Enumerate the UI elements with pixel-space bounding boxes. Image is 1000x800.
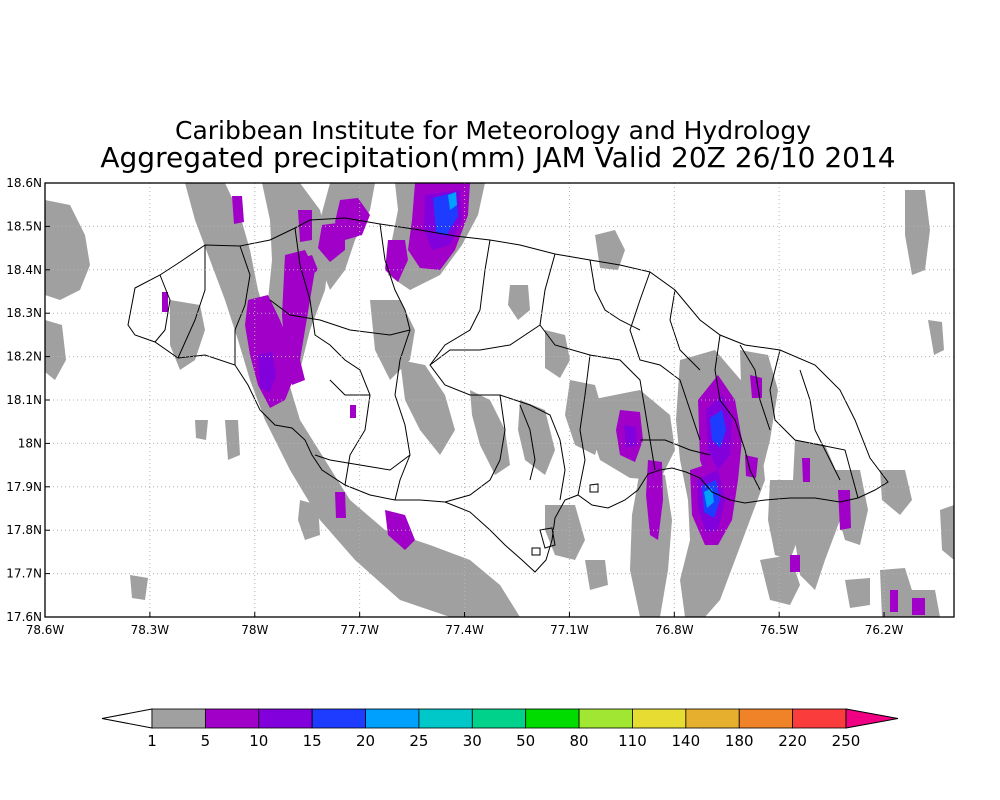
colorbar-over-arrow [845, 708, 899, 729]
lat-tick-label: 18N [18, 436, 42, 450]
offshore-cay-2 [589, 483, 599, 493]
parish-boundary-inner-1 [269, 299, 411, 336]
colorbar-level-label: 15 [303, 732, 322, 750]
colorbar-level-label: 1 [147, 732, 157, 750]
parish-boundary-stmary [629, 271, 701, 441]
lat-tick-label: 18.2N [6, 350, 42, 364]
lon-tick-label: 76.2W [865, 623, 904, 637]
lon-tick-label: 76.8W [655, 623, 694, 637]
parish-boundary-hanover [234, 245, 251, 365]
lat-tick-label: 18.6N [6, 176, 42, 190]
lon-tick-label: 77.7W [340, 623, 379, 637]
lon-tick-label: 77.1W [550, 623, 589, 637]
colorbar-swatch [738, 708, 794, 729]
map-graticule [44, 182, 954, 618]
colorbar-level-label: 110 [618, 732, 647, 750]
colorbar-level-label: 5 [201, 732, 211, 750]
parish-boundary-trelawny [379, 223, 411, 501]
lat-tick-label: 17.9N [6, 480, 42, 494]
colorbar-level-label: 50 [516, 732, 535, 750]
colorbar-swatch [418, 708, 473, 729]
lon-tick-label: 76.5W [760, 623, 799, 637]
colorbar-level-label: 140 [672, 732, 701, 750]
colorbar-swatch [632, 708, 687, 729]
colorbar-swatch [311, 708, 366, 729]
colorbar-level-label: 30 [463, 732, 482, 750]
colorbar-level-label: 250 [832, 732, 861, 750]
longitude-tick-labels: 78.6W 78.3W 78W 77.7W 77.4W 77.1W 76.8W 76.5W 76… [26, 612, 904, 637]
colorbar-under-arrow [101, 708, 153, 729]
colorbar-swatch [471, 708, 527, 729]
offshore-cay-1 [539, 527, 556, 549]
latitude-tick-labels: 18.6N 18.5N 18.4N 18.3N 18.2N 18.1N 18N 17.9N 17… [6, 176, 50, 624]
precipitation-shading [45, 183, 954, 617]
parish-boundary-inner-5 [444, 394, 506, 503]
parish-boundary-inner-13 [519, 404, 536, 481]
colorbar-swatch [525, 708, 580, 729]
colorbar-level-label: 10 [249, 732, 268, 750]
parish-boundary-inner-8 [669, 289, 701, 371]
colorbar-level-label: 25 [409, 732, 428, 750]
jamaica-coastline [127, 217, 889, 573]
colorbar-swatch [792, 708, 847, 729]
lat-tick-label: 17.6N [6, 610, 42, 624]
parish-boundary-west [177, 245, 206, 359]
precipitation-colorbar: 1 5 10 15 20 25 30 50 80 110 140 180 220 250 [101, 708, 899, 750]
lon-tick-label: 78.6W [26, 623, 65, 637]
colorbar-swatch [685, 708, 740, 729]
parish-boundary-portland [714, 334, 761, 491]
precip-band-20-25mm [448, 192, 714, 508]
colorbar-level-label: 80 [570, 732, 589, 750]
jamaica-outline [127, 217, 889, 573]
parish-boundary-inner-9 [739, 344, 771, 431]
lat-tick-label: 17.7N [6, 567, 42, 581]
lat-tick-label: 17.8N [6, 523, 42, 537]
lon-tick-label: 78.3W [131, 623, 170, 637]
lat-tick-label: 18.1N [6, 393, 42, 407]
parish-boundary-stjames [294, 227, 371, 486]
parish-boundary-inner-3 [314, 454, 411, 471]
parish-boundary-inner-4 [429, 324, 541, 366]
figure-title-product: Aggregated precipitation(mm) JAM Valid 2… [100, 141, 895, 174]
parish-boundary-inner-10 [799, 369, 841, 481]
parish-boundary-inner-12 [640, 439, 711, 456]
colorbar-swatch [365, 708, 420, 729]
colorbar-level-label: 20 [356, 732, 375, 750]
colorbar-level-label: 180 [725, 732, 754, 750]
parish-boundary-stann [429, 239, 566, 501]
lat-tick-label: 18.4N [6, 263, 42, 277]
lon-tick-label: 78W [241, 623, 268, 637]
parish-boundary-inner-6 [577, 354, 591, 496]
parish-boundary-inner-2 [329, 379, 370, 396]
lon-tick-label: 77.4W [445, 623, 484, 637]
lat-tick-label: 18.3N [6, 306, 42, 320]
parish-boundary-east [769, 349, 859, 499]
colorbar-level-label: 220 [778, 732, 807, 750]
offshore-cay-3 [531, 547, 541, 556]
parish-boundary-inner-7 [589, 259, 641, 331]
colorbar-swatch [204, 708, 260, 729]
lat-tick-label: 18.5N [6, 219, 42, 233]
figure-title-institute: Caribbean Institute for Meteorology and … [175, 116, 811, 145]
colorbar-swatch [151, 708, 206, 729]
parish-boundary-central [539, 253, 656, 471]
colorbar-swatch [258, 708, 313, 729]
parish-boundary-inner-11 [154, 274, 171, 343]
colorbar-swatch [578, 708, 633, 729]
